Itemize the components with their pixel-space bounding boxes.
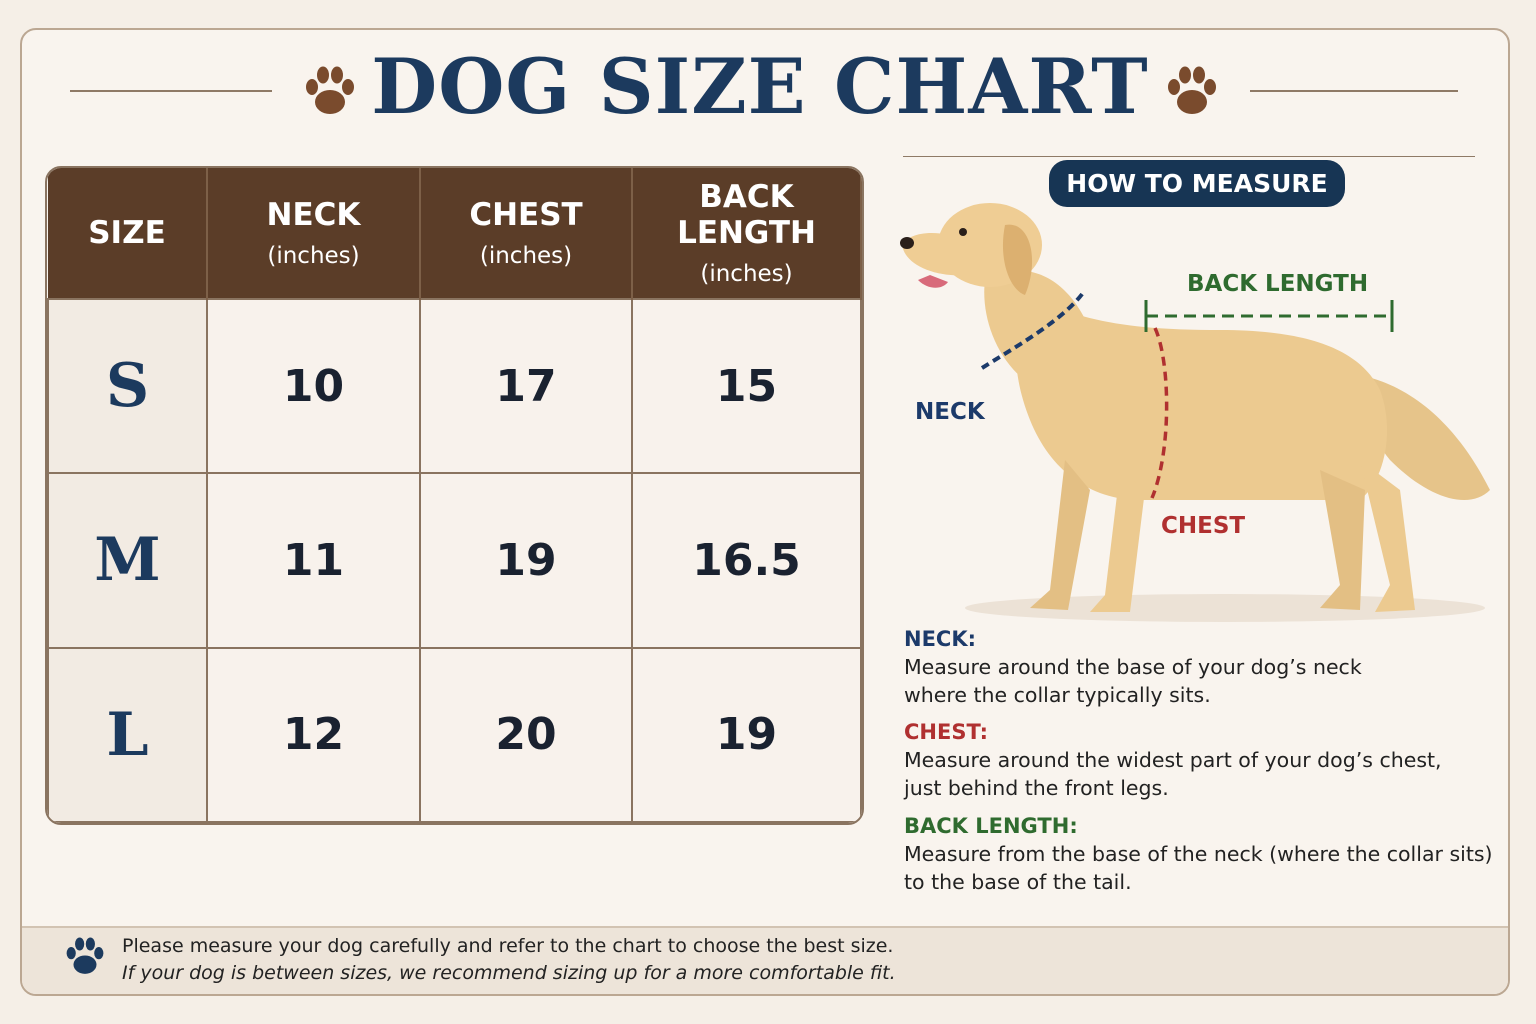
footer-text: Please measure your dog carefully and re… <box>122 935 894 957</box>
instruction: CHEST: Measure around the widest part of … <box>904 718 1442 802</box>
column-header: NECK (inches) <box>207 168 421 299</box>
column-header: CHEST (inches) <box>420 168 633 299</box>
size-cell: S <box>47 297 208 475</box>
rule <box>903 156 1475 157</box>
column-header: BACK LENGTH (inches) <box>632 168 862 299</box>
column-name: SIZE <box>88 215 166 251</box>
diagram-label: NECK <box>915 399 985 425</box>
value-cell: 17 <box>419 297 633 475</box>
size-cell: L <box>47 646 208 823</box>
instruction-text: Measure around the widest part of your d… <box>904 748 1442 772</box>
instruction-term: NECK: <box>904 627 977 651</box>
instruction-text: Measure around the base of your dog’s ne… <box>904 655 1362 679</box>
instruction: NECK: Measure around the base of your dog… <box>904 625 1362 709</box>
size-table: SIZE NECK (inches) CHEST (inches) BACK LENGTH… <box>45 166 864 825</box>
column-name: CHEST <box>469 197 583 233</box>
footer-band <box>22 926 1508 994</box>
diagram-label: CHEST <box>1161 513 1246 539</box>
instruction-text: Measure from the base of the neck (where… <box>904 842 1493 866</box>
footer-text: If your dog is between sizes, we recomme… <box>122 962 896 984</box>
column-name: BACK LENGTH <box>677 179 816 251</box>
column-header: SIZE <box>48 168 208 299</box>
instruction-term: BACK LENGTH: <box>904 814 1078 838</box>
value-cell: 19 <box>419 472 633 649</box>
value-cell: 11 <box>206 472 421 649</box>
value-cell: 10 <box>206 297 421 475</box>
instruction-term: CHEST: <box>904 720 989 744</box>
value-cell: 19 <box>631 646 862 823</box>
rule <box>70 90 272 92</box>
table-row: L 12 20 19 <box>47 646 862 823</box>
rule <box>1250 90 1458 92</box>
column-name: NECK <box>266 197 361 233</box>
header-row: SIZE NECK (inches) CHEST (inches) BACK LENGTH… <box>48 168 862 299</box>
table-row: S 10 17 15 <box>47 297 862 475</box>
section-title: HOW TO MEASURE <box>1049 160 1345 207</box>
instruction-text: where the collar typically sits. <box>904 683 1211 707</box>
instruction-text: to the base of the tail. <box>904 870 1132 894</box>
dog-illustration <box>900 203 1490 622</box>
table-row: M 11 19 16.5 <box>47 472 862 649</box>
table: SIZE NECK (inches) CHEST (inches) BACK LENGTH… <box>47 168 862 823</box>
value-cell: 15 <box>631 297 862 475</box>
value-cell: 12 <box>206 646 421 823</box>
diagram-label: BACK LENGTH <box>1187 271 1369 297</box>
instruction-text: just behind the front legs. <box>904 776 1169 800</box>
column-unit: (inches) <box>479 243 573 269</box>
column-unit: (inches) <box>700 261 793 287</box>
value-cell: 16.5 <box>631 472 862 649</box>
value-cell: 20 <box>419 646 633 823</box>
size-cell: M <box>47 472 208 649</box>
column-unit: (inches) <box>267 243 360 269</box>
title: DOG SIZE CHART <box>371 42 1149 131</box>
instruction: BACK LENGTH: Measure from the base of the… <box>904 812 1493 896</box>
paw-icon <box>62 934 108 980</box>
